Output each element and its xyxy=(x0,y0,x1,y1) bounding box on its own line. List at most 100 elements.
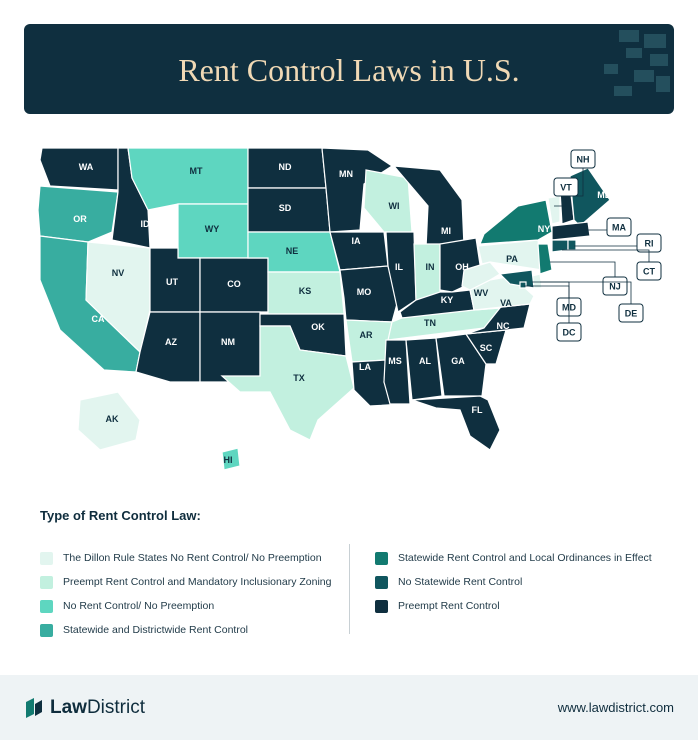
state-al xyxy=(405,337,443,401)
legend-label: Preempt Rent Control and Mandatory Inclu… xyxy=(63,576,332,588)
state-hi xyxy=(221,447,241,471)
legend-swatch xyxy=(40,623,53,637)
state-mt xyxy=(127,147,249,211)
state-label-mi: MI xyxy=(441,226,451,236)
state-label-nm: NM xyxy=(221,337,235,347)
state-label-tn: TN xyxy=(424,318,436,328)
state-label-la: LA xyxy=(359,362,371,372)
state-label-or: OR xyxy=(73,214,87,224)
callout-box-vt xyxy=(553,177,579,197)
state-label-ga: GA xyxy=(451,356,465,366)
state-label-ut: UT xyxy=(166,277,178,287)
state-label-ar: AR xyxy=(360,330,373,340)
callout-line xyxy=(562,249,650,271)
state-ms xyxy=(383,339,411,405)
state-label-ok: OK xyxy=(311,322,325,332)
state-mn xyxy=(321,147,394,233)
state-vt xyxy=(547,195,561,225)
state-nm xyxy=(199,311,261,383)
state-label-mt: MT xyxy=(190,166,203,176)
legend-item: Statewide and Districtwide Rent Control xyxy=(40,618,331,642)
state-nc xyxy=(465,303,531,335)
callout-label-ri: RI xyxy=(645,239,654,249)
logo-text-rest: District xyxy=(86,697,146,718)
state-nj xyxy=(537,243,553,275)
callout-box-ct xyxy=(636,261,662,281)
legend-label: Statewide and Districtwide Rent Control xyxy=(63,624,249,636)
state-label-sd: SD xyxy=(279,203,292,213)
legend-swatch xyxy=(375,599,388,613)
state-fl xyxy=(411,395,501,451)
banner-decoration xyxy=(604,30,670,96)
legend-column-left: The Dillon Rule States No Rent Control/ … xyxy=(40,546,331,642)
legend-swatch xyxy=(40,575,53,589)
website-link[interactable]: www.lawdistrict.com xyxy=(557,700,674,715)
state-label-co: CO xyxy=(227,279,241,289)
state-label-ms: MS xyxy=(388,356,402,366)
legend-item: Preempt Rent Control xyxy=(375,594,652,618)
state-me xyxy=(569,167,611,227)
callout-box-ma xyxy=(606,217,632,237)
state-label-ia: IA xyxy=(352,236,362,246)
state-label-wi: WI xyxy=(389,201,400,211)
legend-label: No Rent Control/ No Preemption xyxy=(63,600,215,612)
state-tx xyxy=(220,325,355,441)
callout-box-dc xyxy=(556,322,582,342)
lawdistrict-logo[interactable]: LawDistrict xyxy=(24,697,145,719)
logo-mark-icon xyxy=(26,698,42,718)
state-label-nc: NC xyxy=(497,321,510,331)
legend-swatch xyxy=(40,551,53,565)
title-banner: Rent Control Laws in U.S. xyxy=(24,24,674,114)
state-label-tx: TX xyxy=(293,373,305,383)
callout-box-nj xyxy=(602,276,628,296)
state-ny xyxy=(479,199,553,245)
state-label-wa: WA xyxy=(79,162,94,172)
state-label-ca: CA xyxy=(92,314,105,324)
state-label-il: IL xyxy=(395,262,404,272)
legend-swatch xyxy=(375,575,388,589)
legend-label: The Dillon Rule States No Rent Control/ … xyxy=(63,552,322,564)
state-wa xyxy=(39,147,119,191)
legend-label: Preempt Rent Control xyxy=(398,600,500,612)
state-label-ky: KY xyxy=(441,295,454,305)
logo-text-bold: Law xyxy=(50,697,87,718)
state-label-sc: SC xyxy=(480,343,493,353)
state-dc xyxy=(519,281,527,289)
state-ma xyxy=(551,221,591,241)
state-label-az: AZ xyxy=(165,337,177,347)
state-label-in: IN xyxy=(426,262,435,272)
callout-line xyxy=(540,281,632,313)
state-ak xyxy=(77,391,141,451)
state-label-id: ID xyxy=(141,219,151,229)
legend-label: No Statewide Rent Control xyxy=(398,576,523,588)
legend-swatch xyxy=(40,599,53,613)
callout-label-nh: NH xyxy=(577,155,590,165)
callout-label-de: DE xyxy=(625,309,638,319)
legend-item: No Statewide Rent Control xyxy=(375,570,652,594)
callout-label-vt: VT xyxy=(560,183,572,193)
callout-label-ct: CT xyxy=(643,267,655,277)
state-ri xyxy=(567,239,577,251)
state-label-wv: WV xyxy=(474,288,489,298)
map-title: Rent Control Laws in U.S. xyxy=(178,52,520,88)
callout-label-dc: DC xyxy=(563,328,576,338)
state-label-wy: WY xyxy=(205,224,220,234)
footer: LawDistrict www.lawdistrict.com xyxy=(0,675,698,740)
legend-title: Type of Rent Control Law: xyxy=(40,508,201,523)
legend-column-right: Statewide Rent Control and Local Ordinan… xyxy=(375,546,652,618)
legend-item: The Dillon Rule States No Rent Control/ … xyxy=(40,546,331,570)
state-label-ne: NE xyxy=(286,246,299,256)
callout-box-de xyxy=(618,303,644,323)
legend-divider xyxy=(349,544,350,634)
callout-label-nj: NJ xyxy=(609,282,621,292)
callout-box-nh xyxy=(570,149,596,169)
state-label-fl: FL xyxy=(472,405,483,415)
legend-item: Statewide Rent Control and Local Ordinan… xyxy=(375,546,652,570)
state-ga xyxy=(435,333,487,397)
state-label-ak: AK xyxy=(106,414,119,424)
state-in xyxy=(413,243,441,301)
state-label-nv: NV xyxy=(112,268,125,278)
state-label-mo: MO xyxy=(357,287,372,297)
state-label-pa: PA xyxy=(506,254,518,264)
state-label-al: AL xyxy=(419,356,431,366)
